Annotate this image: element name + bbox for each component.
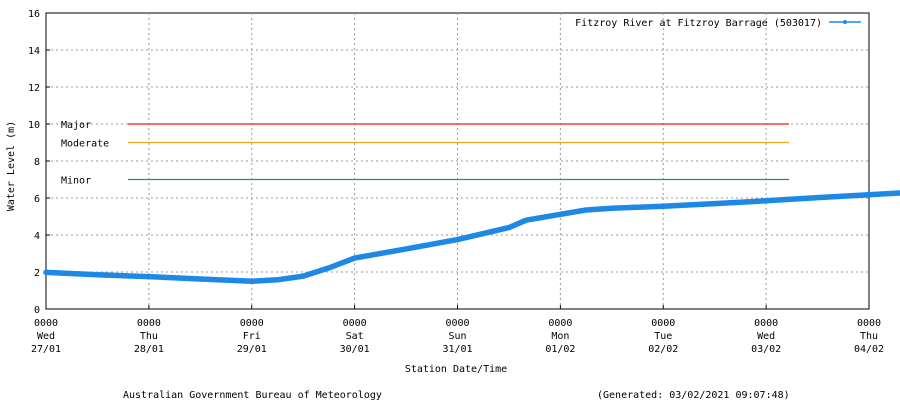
- x-tick-label: 0000: [651, 318, 675, 329]
- x-tick-label: 29/01: [237, 344, 267, 355]
- legend: Fitzroy River at Fitzroy Barrage (503017…: [575, 18, 861, 29]
- threshold-label-major: Major: [61, 120, 91, 131]
- x-tick-label: 0000: [548, 318, 572, 329]
- x-tick-label: 27/01: [31, 344, 61, 355]
- y-tick-label: 12: [28, 83, 40, 94]
- series-line: [43, 190, 900, 285]
- legend-marker: [843, 20, 847, 24]
- x-tick-label: 30/01: [340, 344, 370, 355]
- x-tick-label: 0000: [137, 318, 161, 329]
- x-tick-label: 03/02: [751, 344, 781, 355]
- y-tick-label: 6: [34, 194, 40, 205]
- x-axis: 0000Wed27/010000Thu28/010000Fri29/010000…: [31, 305, 884, 355]
- x-tick-label: Sun: [448, 331, 466, 342]
- y-tick-label: 10: [28, 120, 40, 131]
- threshold-label-moderate: Moderate: [61, 139, 109, 150]
- x-tick-label: 0000: [857, 318, 881, 329]
- x-tick-label: Fri: [243, 331, 261, 342]
- x-tick-label: Mon: [551, 331, 569, 342]
- x-tick-label: Tue: [654, 331, 672, 342]
- x-tick-label: 28/01: [134, 344, 164, 355]
- x-tick-label: 0000: [445, 318, 469, 329]
- x-tick-label: Sat: [346, 331, 364, 342]
- legend-label: Fitzroy River at Fitzroy Barrage (503017…: [575, 18, 822, 29]
- x-tick-label: Thu: [860, 331, 878, 342]
- x-tick-label: 31/01: [442, 344, 472, 355]
- y-tick-label: 16: [28, 9, 40, 20]
- grid-lines: [46, 13, 869, 309]
- series-lines: [43, 190, 900, 285]
- x-tick-label: Wed: [37, 331, 55, 342]
- footer-generated: (Generated: 03/02/2021 09:07:48): [597, 390, 790, 401]
- x-tick-label: 0000: [343, 318, 367, 329]
- y-tick-label: 8: [34, 157, 40, 168]
- x-tick-label: Thu: [140, 331, 158, 342]
- x-tick-label: 0000: [240, 318, 264, 329]
- footer-credit: Australian Government Bureau of Meteorol…: [123, 390, 382, 401]
- x-tick-label: 0000: [34, 318, 58, 329]
- x-tick-label: 0000: [754, 318, 778, 329]
- flood-thresholds: Major Moderate Minor: [61, 120, 789, 187]
- y-tick-label: 14: [28, 46, 40, 57]
- y-tick-label: 4: [34, 231, 40, 242]
- y-axis-label: Water Level (m): [6, 121, 17, 211]
- x-axis-label: Station Date/Time: [405, 364, 507, 375]
- x-tick-label: 02/02: [648, 344, 678, 355]
- y-tick-label: 2: [34, 268, 40, 279]
- x-tick-label: 01/02: [545, 344, 575, 355]
- x-tick-label: 04/02: [854, 344, 884, 355]
- y-tick-label: 0: [34, 305, 40, 316]
- y-axis: 0 2 4 6 8 10 12 14 16: [28, 9, 50, 316]
- threshold-label-minor: Minor: [61, 176, 91, 187]
- x-tick-label: Wed: [757, 331, 775, 342]
